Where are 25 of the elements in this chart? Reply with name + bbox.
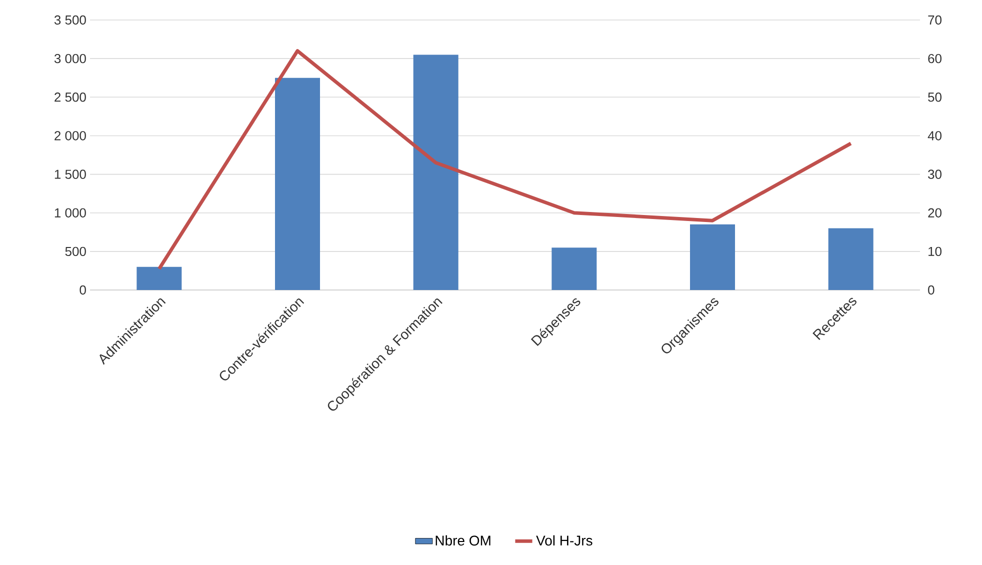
bar — [828, 228, 874, 290]
y2-tick-label: 70 — [928, 15, 942, 25]
line-series — [157, 49, 853, 271]
y-tick-label: 1 500 — [54, 170, 86, 179]
y-tick-label: 2 500 — [54, 92, 86, 102]
y-tick-label: 500 — [65, 246, 86, 256]
y-tick-label: 1 000 — [54, 208, 86, 218]
y2-tick-label: 50 — [928, 92, 942, 102]
y2-tick-label: 40 — [928, 131, 942, 140]
y-tick-label: 0 — [80, 285, 86, 295]
legend-label: Nbre OM — [436, 535, 490, 546]
bar — [413, 54, 458, 290]
y2-tick-label: 10 — [928, 246, 942, 256]
y-tick-label: 2 000 — [54, 131, 86, 140]
bar — [136, 266, 182, 290]
legend-label: Vol H-Jrs — [536, 535, 592, 546]
bar — [275, 78, 320, 290]
bar — [690, 224, 736, 290]
y2-tick-label: 60 — [928, 54, 942, 64]
y-tick-label: 3 500 — [54, 15, 86, 25]
bar — [552, 248, 597, 290]
y2-tick-label: 20 — [928, 208, 942, 218]
y2-tick-label: 30 — [928, 170, 942, 179]
y-tick-label: 3 000 — [54, 54, 86, 64]
y2-tick-label: 0 — [928, 285, 934, 295]
